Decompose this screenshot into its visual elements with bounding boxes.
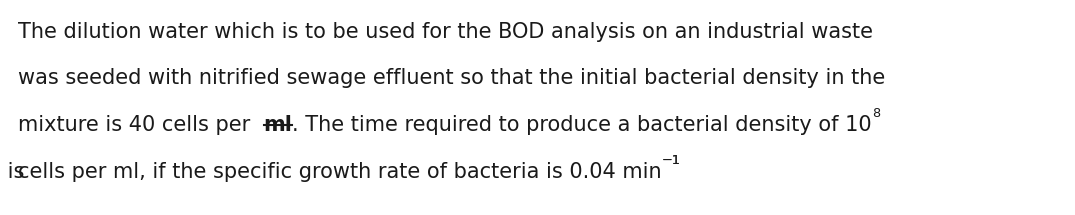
Text: was seeded with nitrified sewage effluent so that the initial bacterial density : was seeded with nitrified sewage effluen… (18, 68, 885, 88)
Text: mixture is 40 cells per: mixture is 40 cells per (18, 115, 263, 135)
Text: 8: 8 (872, 108, 880, 120)
Text: is: is (1, 162, 25, 182)
Text: −1: −1 (661, 154, 680, 167)
Text: ml: ml (263, 115, 292, 135)
Text: cells per ml, if the specific growth rate of bacteria is 0.04 min: cells per ml, if the specific growth rat… (18, 162, 661, 182)
Text: The dilution water which is to be used for the BOD analysis on an industrial was: The dilution water which is to be used f… (18, 22, 873, 42)
Text: . The time required to produce a bacterial density of 10: . The time required to produce a bacteri… (292, 115, 872, 135)
Text: −1: −1 (661, 154, 680, 167)
